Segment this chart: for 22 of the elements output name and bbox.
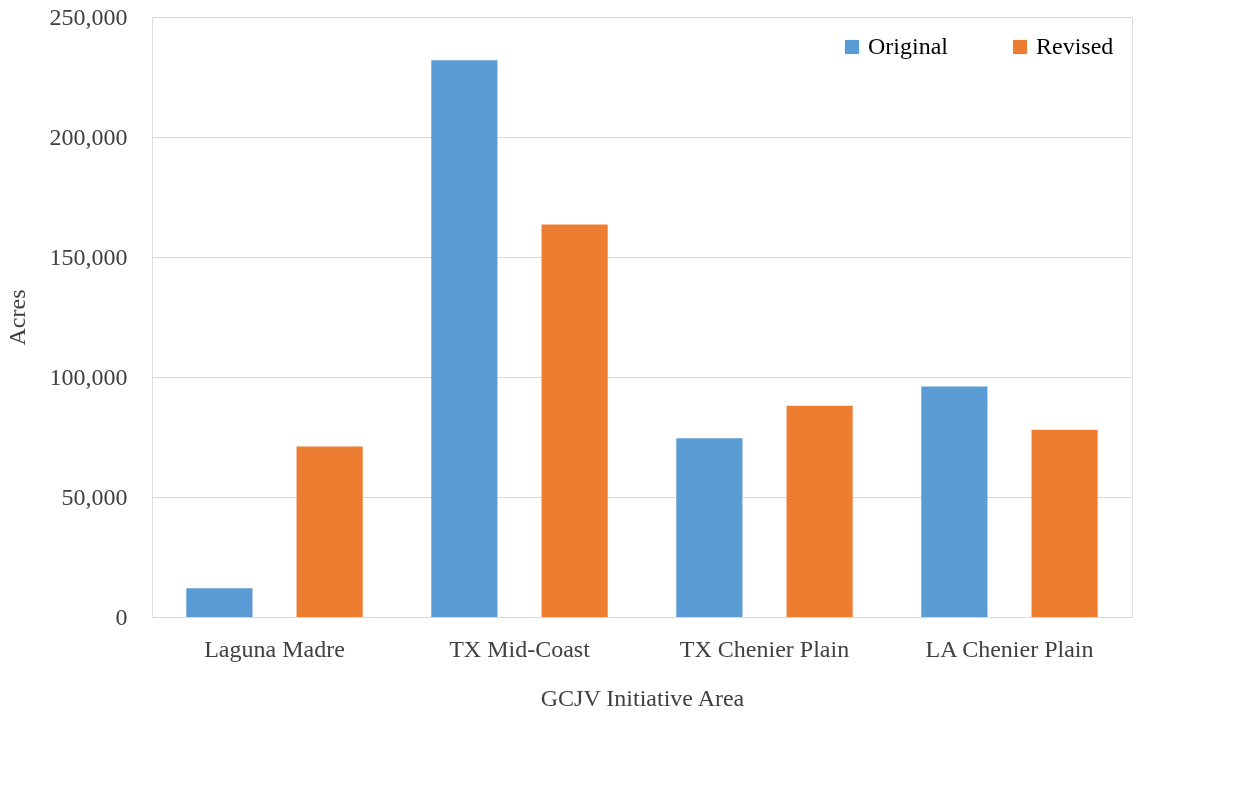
legend-label: Revised xyxy=(1036,33,1114,59)
bar xyxy=(676,438,743,617)
bar xyxy=(1031,429,1098,617)
bar xyxy=(431,60,498,617)
x-axis-title: GCJV Initiative Area xyxy=(540,684,745,711)
bar xyxy=(296,446,363,617)
bar xyxy=(541,224,608,617)
y-axis-title: Acres xyxy=(3,289,30,346)
bar xyxy=(921,386,988,617)
legend-label: Original xyxy=(868,33,949,59)
x-tick-label: LA Chenier Plain xyxy=(925,635,1094,662)
y-tick-label: 200,000 xyxy=(49,123,128,150)
y-tick-label: 250,000 xyxy=(49,3,128,30)
y-tick-label: 150,000 xyxy=(49,243,128,270)
y-tick-label: 0 xyxy=(115,603,128,630)
y-tick-label: 50,000 xyxy=(61,483,128,510)
x-tick-label: TX Chenier Plain xyxy=(679,635,850,662)
x-tick-label: TX Mid-Coast xyxy=(449,635,591,662)
bar xyxy=(186,588,253,617)
y-tick-label: 100,000 xyxy=(49,363,128,390)
x-tick-label: Laguna Madre xyxy=(204,635,345,662)
bar xyxy=(786,405,853,617)
